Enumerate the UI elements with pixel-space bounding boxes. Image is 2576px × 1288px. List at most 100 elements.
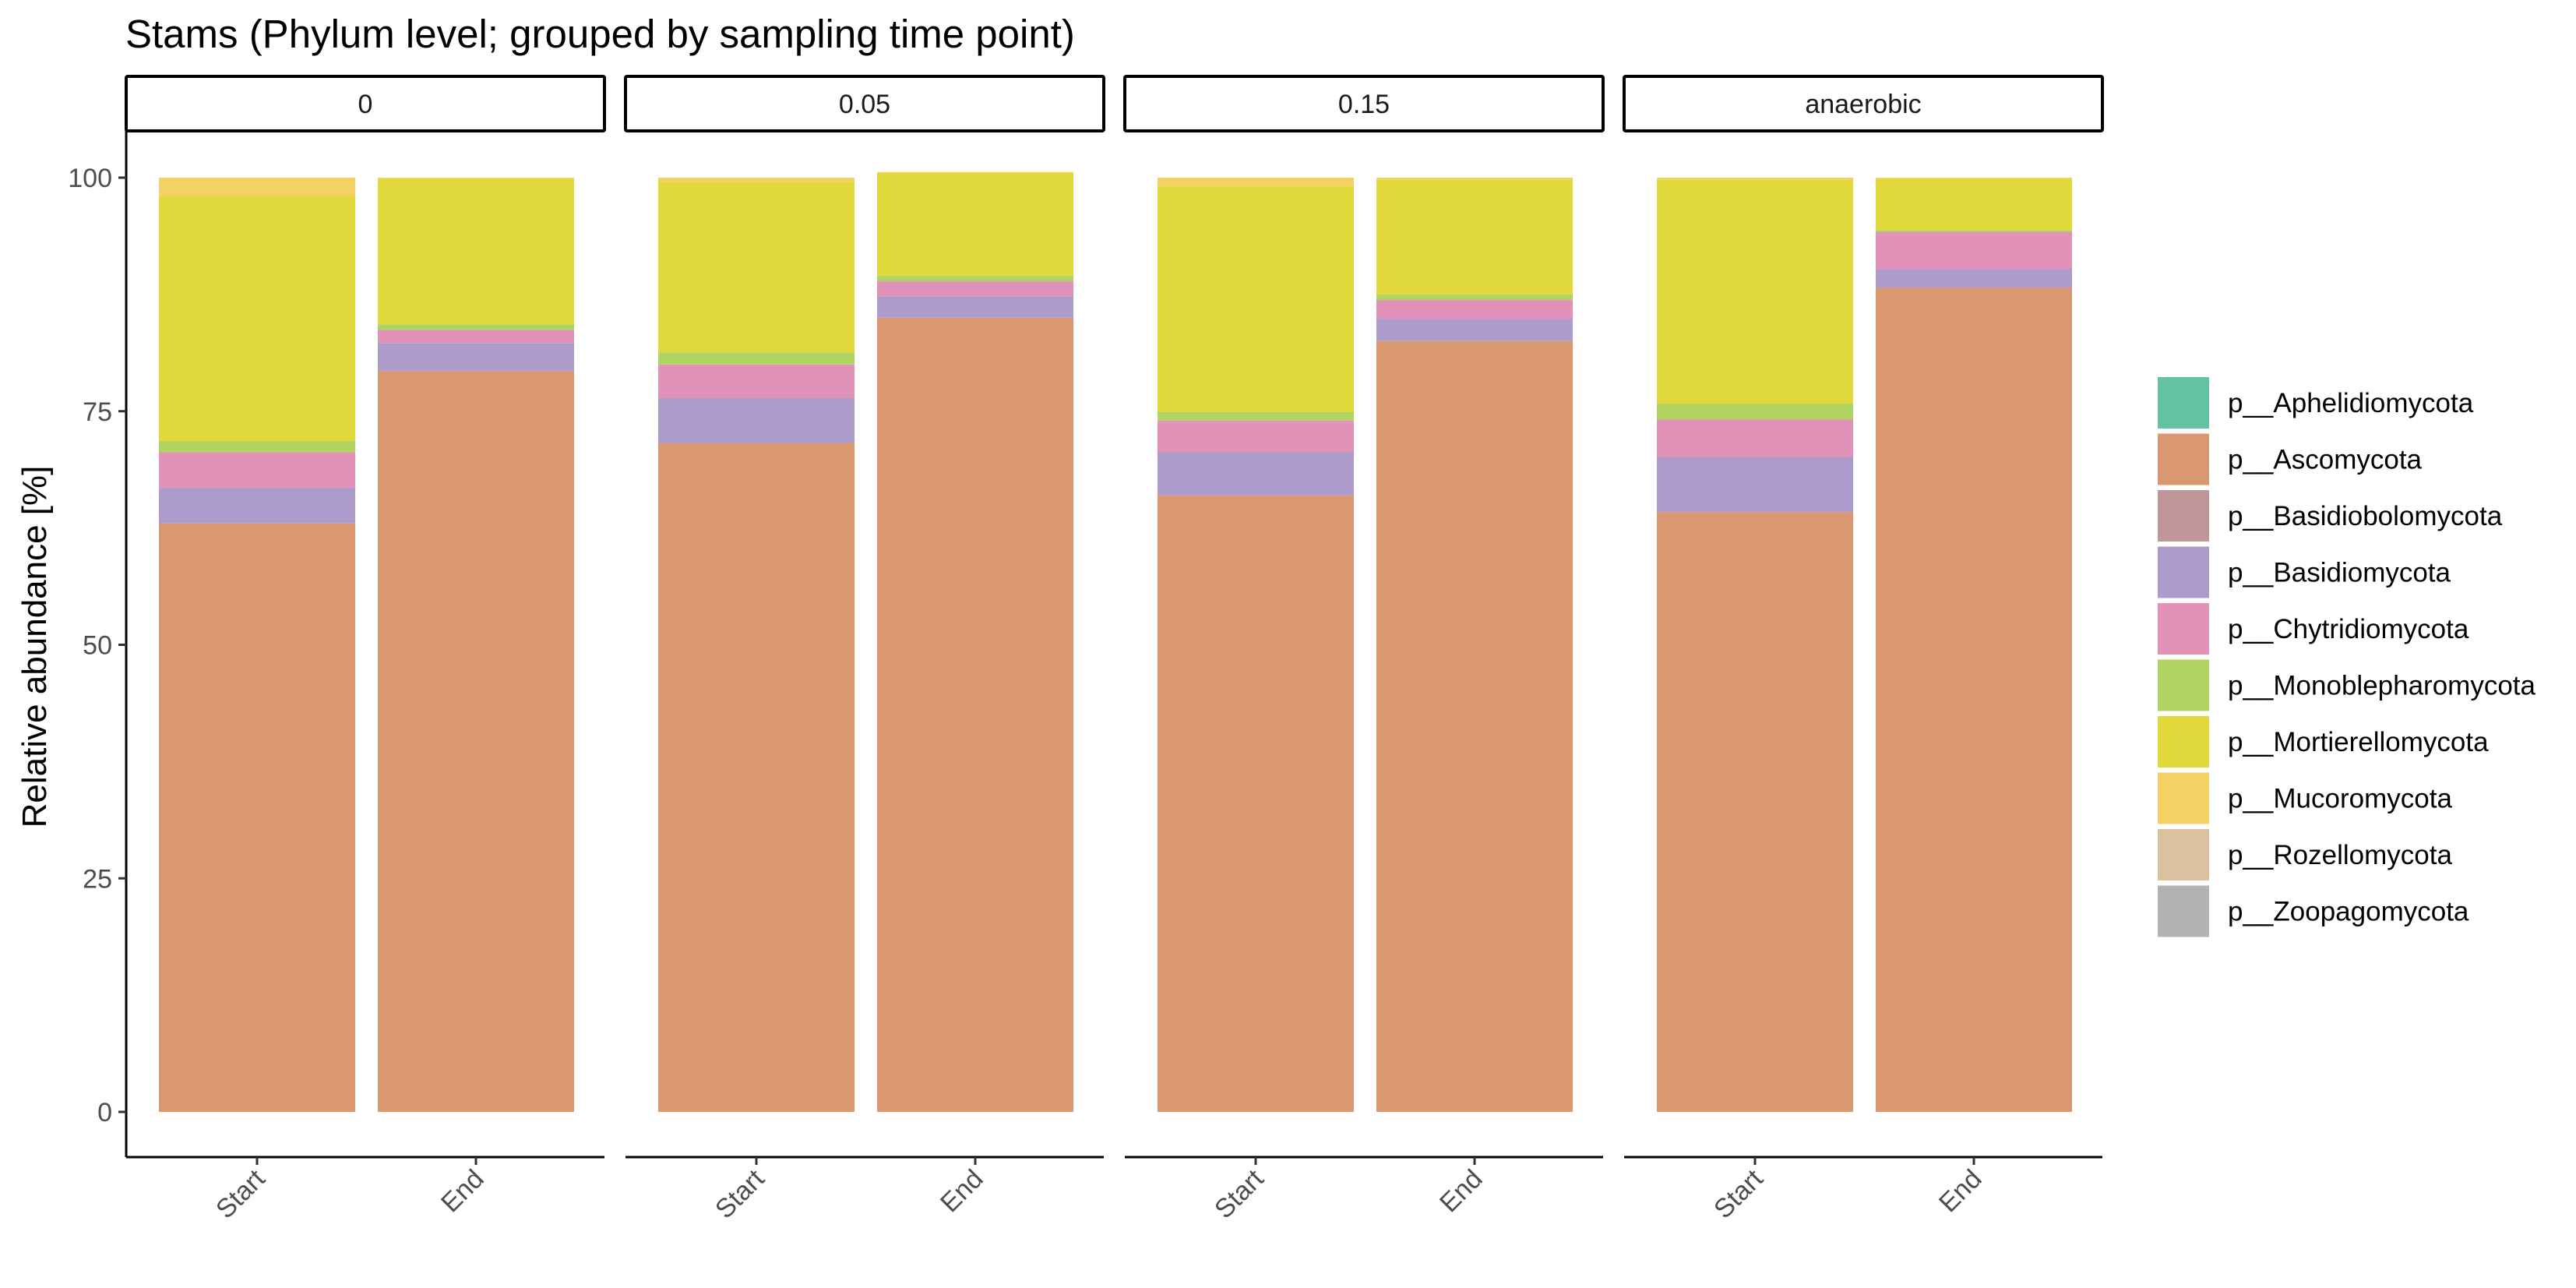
bar-segment xyxy=(1376,300,1573,319)
x-tick-label: End xyxy=(435,1164,490,1219)
facet-panel: anaerobic Start End xyxy=(1623,75,2104,1224)
legend-label: p__Basidiomycota xyxy=(2228,558,2451,588)
legend-item: p__Rozellomycota xyxy=(2158,829,2452,880)
y-tick-label: 50 xyxy=(83,631,112,661)
legend-item: p__Aphelidiomycota xyxy=(2158,377,2474,429)
legend-key xyxy=(2158,546,2209,598)
legend-label: p__Mucoromycota xyxy=(2228,784,2452,814)
bar-segment xyxy=(1376,179,1573,295)
facet-strip-label: 0.05 xyxy=(839,90,890,119)
bar-segment xyxy=(1657,512,1853,1112)
bar-segment xyxy=(378,371,574,1112)
bar-segment xyxy=(378,324,574,330)
legend-label: p__Aphelidiomycota xyxy=(2228,388,2474,418)
bar-segment xyxy=(159,452,355,489)
bar-segment xyxy=(1158,178,1354,186)
bar-segment xyxy=(1876,230,2072,232)
legend-key xyxy=(2158,716,2209,768)
legend-item: p__Zoopagomycota xyxy=(2158,885,2469,937)
facet-panel: 0 Start End xyxy=(125,75,606,1224)
bar-segment xyxy=(1876,231,2072,270)
bar-segment xyxy=(159,196,355,442)
facet-panel: 0.05 Start End xyxy=(624,75,1105,1224)
y-tick-label: 0 xyxy=(97,1098,112,1127)
y-tick-label: 100 xyxy=(68,164,112,193)
bar-segment xyxy=(877,281,1073,297)
legend-label: p__Chytridiomycota xyxy=(2228,614,2469,644)
x-tick-label: End xyxy=(1933,1164,1988,1219)
bar-segment xyxy=(1657,404,1853,420)
facet-strip-label: 0.15 xyxy=(1338,90,1390,119)
legend-key xyxy=(2158,490,2209,542)
bar-segment xyxy=(658,182,855,353)
legend-label: p__Ascomycota xyxy=(2228,445,2423,475)
facet-strip xyxy=(125,75,606,132)
bar-segment xyxy=(159,523,355,1112)
x-tick-label: Start xyxy=(1708,1163,1769,1224)
facet-panel: 0.15 Start End xyxy=(1123,75,1605,1224)
bar-segment xyxy=(1158,185,1354,412)
legend-key xyxy=(2158,603,2209,655)
legend-key xyxy=(2158,377,2209,429)
y-tick-label: 25 xyxy=(83,864,112,894)
bar-segment xyxy=(378,330,574,344)
legend-item: p__Mucoromycota xyxy=(2158,772,2452,824)
bar-segment xyxy=(1657,457,1853,513)
legend-label: p__Zoopagomycota xyxy=(2228,897,2469,927)
x-tick-label: End xyxy=(935,1164,989,1219)
bar-segment xyxy=(1876,178,2072,231)
bar-segment xyxy=(1657,179,1853,404)
bar-segment xyxy=(1158,411,1354,421)
legend: p__Aphelidiomycota p__Ascomycota p__Basidi… xyxy=(2158,377,2536,937)
bar-segment xyxy=(1376,294,1573,301)
bar-segment xyxy=(658,178,855,182)
bar-segment xyxy=(877,171,1073,174)
bar-segment xyxy=(1876,269,2072,288)
facet-strip xyxy=(1123,75,1605,132)
bar-segment xyxy=(159,178,355,196)
x-tick-label: Start xyxy=(1209,1163,1270,1224)
facet-strip xyxy=(1623,75,2104,132)
chart-title: Stams (Phylum level; grouped by sampling… xyxy=(125,12,1075,56)
x-tick-label: Start xyxy=(210,1163,271,1224)
bar-segment xyxy=(159,488,355,524)
legend-item: p__Chytridiomycota xyxy=(2158,603,2469,655)
bar-segment xyxy=(1376,319,1573,341)
bar-segment xyxy=(877,173,1073,276)
legend-item: p__Basidiomycota xyxy=(2158,546,2451,598)
legend-item: p__Ascomycota xyxy=(2158,433,2423,485)
legend-key xyxy=(2158,772,2209,824)
x-tick-label: End xyxy=(1434,1164,1489,1219)
bar-segment xyxy=(877,275,1073,282)
bar-segment xyxy=(378,178,574,325)
legend-item: p__Monoblepharomycota xyxy=(2158,659,2536,711)
bar-segment xyxy=(658,364,855,398)
bar-segment xyxy=(1657,419,1853,457)
legend-label: p__Monoblepharomycota xyxy=(2228,671,2536,701)
legend-key xyxy=(2158,885,2209,937)
legend-item: p__Mortierellomycota xyxy=(2158,716,2489,768)
legend-key xyxy=(2158,829,2209,880)
bar-segment xyxy=(658,397,855,443)
bar-segment xyxy=(877,317,1073,1113)
x-tick-label: Start xyxy=(710,1163,770,1224)
facet-strip-label: 0 xyxy=(358,90,373,119)
bar-segment xyxy=(1158,452,1354,496)
bar-segment xyxy=(1376,178,1573,180)
bar-segment xyxy=(1158,420,1354,453)
y-axis-title: Relative abundance [%] xyxy=(16,466,54,828)
y-axis: 0 25 50 75 100 xyxy=(68,131,128,1157)
legend-key xyxy=(2158,659,2209,711)
legend-label: p__Mortierellomycota xyxy=(2228,727,2489,757)
facet-strip xyxy=(624,75,1105,132)
facet-strip-label: anaerobic xyxy=(1805,90,1921,119)
bar-segment xyxy=(658,352,855,365)
legend-label: p__Basidiobolomycota xyxy=(2228,501,2503,531)
y-tick-label: 75 xyxy=(83,397,112,427)
legend-key xyxy=(2158,433,2209,485)
bar-segment xyxy=(1376,341,1573,1112)
bar-segment xyxy=(1158,495,1354,1112)
